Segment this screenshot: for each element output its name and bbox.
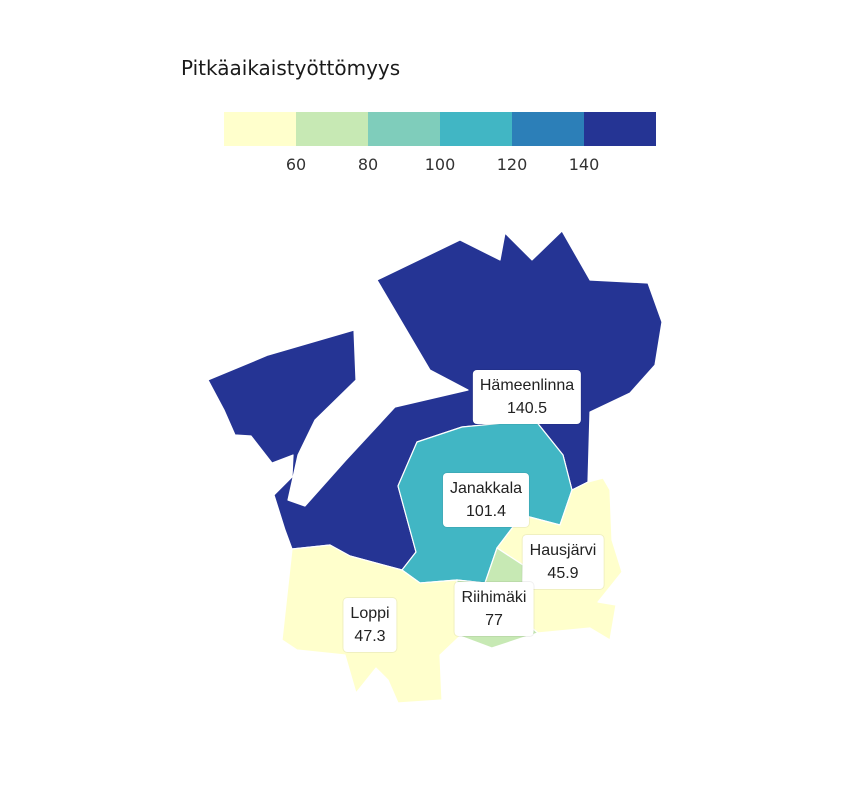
region-value: 45.9 [547, 565, 579, 582]
legend-tick: 100 [424, 155, 456, 174]
map-label-loppi: Loppi 47.3 [343, 598, 397, 652]
region-name: Janakkala [449, 480, 523, 497]
region-name: Loppi [350, 605, 390, 622]
legend-tick: 120 [496, 155, 528, 174]
legend-bin-4 [440, 112, 512, 146]
legend-tick: 60 [285, 155, 307, 174]
region-value: 101.4 [465, 503, 507, 520]
legend-tick: 80 [357, 155, 379, 174]
legend-bin-1 [224, 112, 296, 146]
map-label-hausjarvi: Hausjärvi 45.9 [522, 535, 604, 589]
legend-bin-6 [584, 112, 656, 146]
legend-color-bar [224, 112, 656, 146]
map-label-riihimaki: Riihimäki 77 [454, 582, 534, 636]
legend-bin-2 [296, 112, 368, 146]
legend-tick: 140 [568, 155, 600, 174]
legend-bin-5 [512, 112, 584, 146]
region-name: Riihimäki [461, 589, 527, 606]
legend-title: Pitkäaikaistyöttömyys [181, 56, 401, 80]
map-label-hameenlinna: Hämeenlinna 140.5 [472, 370, 582, 424]
region-value: 140.5 [506, 400, 548, 417]
region-name: Hämeenlinna [479, 377, 575, 394]
region-name: Hausjärvi [529, 542, 597, 559]
map-label-janakkala: Janakkala 101.4 [442, 473, 530, 527]
region-value: 77 [485, 612, 503, 629]
region-value: 47.3 [354, 628, 386, 645]
legend-bin-3 [368, 112, 440, 146]
